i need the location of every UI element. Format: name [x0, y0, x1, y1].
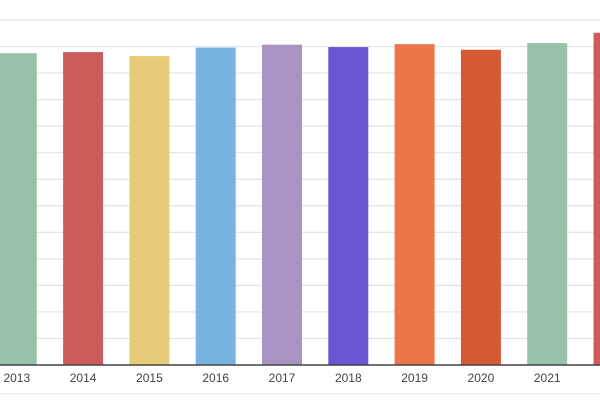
bar-2017[interactable] — [262, 44, 302, 365]
x-tick-label: 2021 — [534, 371, 561, 385]
bar-2013[interactable] — [0, 53, 37, 366]
x-tick-label: 2013 — [3, 371, 30, 385]
x-tick-label: 2020 — [468, 371, 495, 385]
bar-2021[interactable] — [527, 43, 568, 365]
bar-2016[interactable] — [195, 47, 236, 365]
x-tick-label: 2017 — [269, 371, 296, 385]
bars — [0, 32, 600, 366]
bar-2019[interactable] — [394, 44, 435, 366]
bar-2014[interactable] — [63, 52, 104, 365]
bar-2015[interactable] — [129, 56, 170, 365]
bar-2022[interactable] — [593, 32, 600, 365]
x-tick-labels: 2013201420152016201720182019202020212022 — [3, 371, 561, 385]
x-tick-label: 2016 — [202, 371, 229, 385]
bar-2018[interactable] — [328, 47, 369, 366]
x-tick-label: 2019 — [401, 371, 428, 385]
x-tick-label: 2014 — [70, 371, 97, 385]
x-tick-label: 2018 — [335, 371, 362, 385]
bar-2020[interactable] — [460, 49, 501, 365]
x-tick-label: 2015 — [136, 371, 163, 385]
